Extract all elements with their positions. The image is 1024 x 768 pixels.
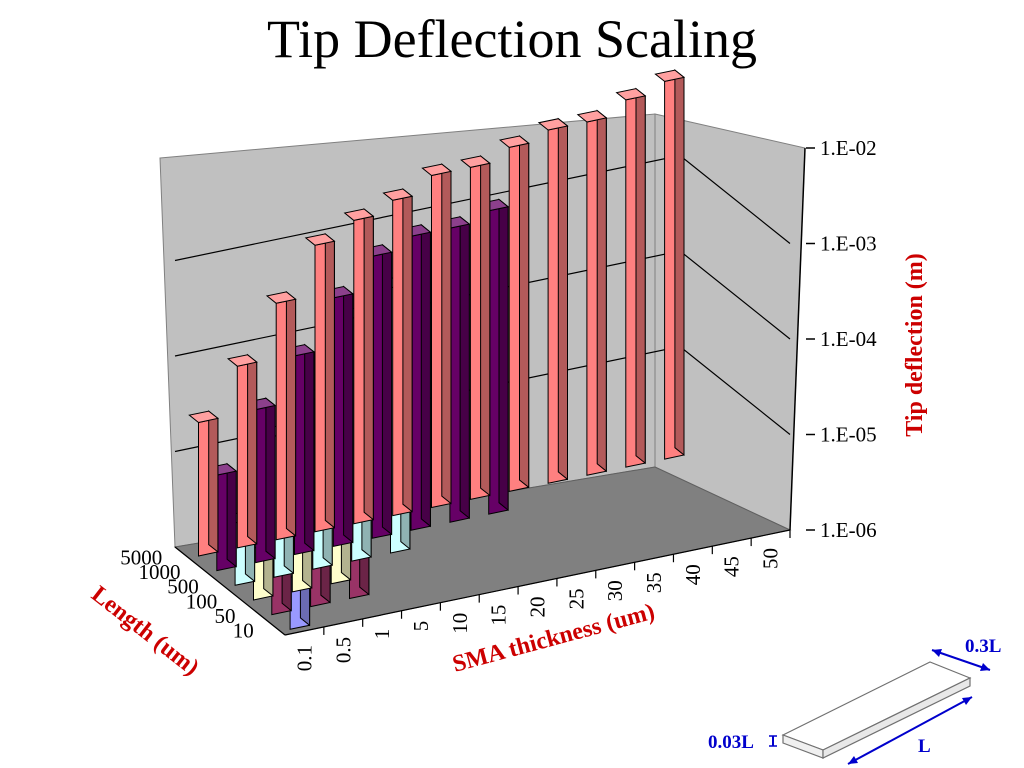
bar-5000-1 [265,290,297,541]
bar-top-face [615,88,647,101]
bar-top-face [265,291,297,304]
x-tick-label: 20 [526,597,550,618]
z-tick-label: 10 [233,619,254,643]
bar-side-face [420,223,431,528]
x-tick-label: 40 [681,564,705,585]
length-label: L [918,736,931,757]
value-axis-ticks: 1.E-06 1.E-05 1.E-04 1.E-03 1.E-02 [806,136,877,542]
x-axis-label: SMA thickness (um) [450,599,658,678]
bar-5000-50 [654,69,686,460]
bars-group [188,69,686,630]
bar-5000-20 [421,163,453,509]
width-arrow-head-a [932,649,942,657]
bar-top-face [498,135,530,148]
bar-side-face [635,87,646,465]
bar-side-face [519,134,530,489]
z-tick-label: 100 [186,589,218,613]
value-axis-line [789,147,806,531]
bar-5000-45 [615,87,647,468]
bar-side-face [208,410,219,553]
x-axis-line [284,529,791,636]
bar-top-face [188,410,220,424]
bar-5000-10 [343,207,375,525]
bar-side-face [596,109,607,473]
x-tick-label: 0.5 [331,637,355,663]
bar-top-face [304,233,336,246]
thickness-axis-ticks: 0.1 0.515 10 15 20 25 30 35 40 45 50 [284,529,791,671]
bar-top-face [382,188,414,201]
bar-side-face [265,397,276,560]
bar-side-face [226,462,237,568]
bar-1000-10 [361,243,393,539]
bar-5000-35 [537,117,569,484]
beam-front-face [822,677,971,759]
x-tick-label: 25 [564,588,588,609]
y-tick-label: 1.E-04 [820,327,877,351]
bar-side-face [324,232,335,529]
x-tick-label: 10 [448,613,472,634]
chart-title: Tip Deflection Scaling [267,9,757,69]
bar-side-face [363,207,374,521]
bar-side-face [402,187,413,513]
bar-top-face [576,110,608,123]
x-tick-label: 35 [642,572,666,593]
bar-5000-40 [576,109,608,476]
length-arrow [847,696,973,765]
x-tick-label: 1 [370,629,394,640]
z-tick-label: 5000 [120,545,162,569]
bar-5000-30 [498,134,530,493]
bar-side-face [304,343,315,552]
bar-side-face [557,117,568,481]
x-tick-label: 50 [759,548,783,569]
x-tick-label: 30 [603,580,627,601]
bar-side-face [381,243,393,536]
bar-top-face [421,163,453,177]
y-tick-label: 1.E-03 [820,232,877,256]
beam-top-face [781,661,972,751]
bar-side-face [343,285,354,544]
bar-top-face [654,69,686,82]
length-arrow-head-a [848,756,858,764]
width-label: 0.3L [965,636,1001,657]
z-tick-label: 50 [215,604,236,628]
bar-side-face [285,290,297,537]
width-arrow [931,649,991,671]
bar-side-face [674,69,685,457]
bar-1000-5 [323,285,354,548]
bar-top-face [537,118,569,131]
bar-1000-1 [284,343,316,556]
z-tick-label: 500 [167,575,199,599]
thickness-label: 0.03L [708,732,754,753]
z-axis-line [174,546,286,636]
bar-5000-25 [460,154,491,501]
x-tick-label: 15 [487,605,511,626]
x-tick-label: 0.1 [292,645,316,671]
bar-5000-15 [382,187,414,517]
x-tick-label: 5 [409,621,433,632]
length-arrow-head-b [962,697,972,705]
y-axis-label: Tip deflection (m) [902,253,928,437]
bar-top-face [226,354,258,367]
beam-diagram: 0.3L L 0.03L [708,636,1001,765]
bar-side-face [441,163,452,505]
bar-5000-5 [304,232,336,533]
bar-side-face [247,353,258,545]
y-tick-label: 1.E-06 [820,518,877,542]
bar-side-face [459,215,470,520]
y-tick-label: 1.E-05 [820,423,877,447]
x-tick-label: 45 [720,556,744,577]
bar-5000-0.1 [188,410,220,557]
bar-side-face [498,198,509,512]
width-arrow-head-b [980,663,990,671]
bar-top-face [460,155,491,168]
bar-5000-0.5 [226,353,258,549]
y-tick-label: 1.E-02 [820,136,877,160]
bar-side-face [480,154,491,497]
z-tick-label: 1000 [139,560,181,584]
bar-top-face [343,208,375,221]
